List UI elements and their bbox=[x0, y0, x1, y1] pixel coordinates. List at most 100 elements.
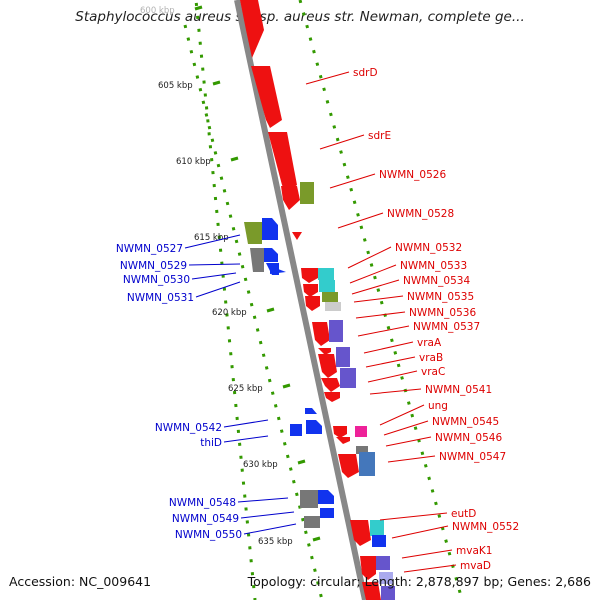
reverse-label-leader bbox=[188, 263, 241, 266]
forward-gene-label: NWMN_0536 bbox=[409, 307, 476, 319]
reverse-gene-label: NWMN_0529 bbox=[120, 260, 187, 272]
tick-marks: 600 kbp 605 kbp 610 kbp 615 kbp 620 kbp 625 k… bbox=[140, 0, 464, 600]
forward-gene-label: NWMN_0532 bbox=[395, 242, 462, 254]
gene-labels: sdrD sdrE NWMN_0526 NWMN_0528 NWMN_0532 NWMN_… bbox=[116, 67, 519, 572]
forward-gene-label: NWMN_0534 bbox=[403, 275, 470, 287]
forward-label-leader bbox=[349, 264, 397, 284]
forward-gene-label: NWMN_0535 bbox=[407, 291, 474, 303]
forward-gene-block bbox=[376, 556, 390, 570]
reverse-gene-label: NWMN_0549 bbox=[172, 513, 239, 525]
forward-gene-label: NWMN_0545 bbox=[432, 416, 499, 428]
forward-gene-arrow bbox=[336, 437, 350, 444]
forward-label-leader bbox=[337, 212, 384, 229]
scale-label: 610 kbp bbox=[176, 157, 211, 167]
scale-label: 620 kbp bbox=[212, 308, 247, 318]
forward-label-leader bbox=[387, 455, 436, 463]
reverse-gene-label: NWMN_0550 bbox=[175, 529, 242, 541]
forward-gene-label: NWMN_0537 bbox=[413, 321, 480, 333]
forward-gene-label: mvaK1 bbox=[456, 545, 492, 557]
forward-label-leader bbox=[319, 134, 365, 150]
forward-label-leader bbox=[347, 246, 392, 269]
forward-gene-label: NWMN_0526 bbox=[379, 169, 446, 181]
forward-label-leader bbox=[379, 512, 448, 521]
forward-label-leader bbox=[383, 420, 429, 436]
forward-gene-label: vraB bbox=[419, 352, 443, 364]
forward-label-leader bbox=[403, 564, 457, 573]
forward-gene-label: ung bbox=[428, 400, 448, 412]
forward-gene-arrow bbox=[350, 520, 371, 546]
forward-label-leader bbox=[355, 311, 406, 319]
reverse-gene-arrow bbox=[264, 248, 278, 262]
forward-gene-arrow bbox=[251, 66, 282, 128]
forward-label-leader bbox=[351, 279, 400, 295]
reverse-gene-arrow bbox=[244, 222, 262, 244]
forward-label-leader bbox=[367, 370, 418, 383]
forward-gene-block bbox=[318, 268, 334, 280]
scale-major-tick bbox=[266, 307, 275, 313]
forward-gene-block bbox=[336, 347, 350, 367]
reverse-label-leader bbox=[243, 523, 297, 535]
scale-major-tick bbox=[194, 5, 203, 11]
forward-label-leader bbox=[379, 404, 425, 426]
forward-gene-label: NWMN_0552 bbox=[452, 521, 519, 533]
forward-label-leader bbox=[369, 388, 422, 395]
forward-gene-arrow bbox=[305, 296, 320, 311]
forward-gene-arrow bbox=[318, 354, 337, 378]
forward-gene-arrow bbox=[312, 322, 330, 346]
forward-label-leader bbox=[353, 295, 404, 303]
forward-label-leader bbox=[401, 549, 453, 559]
scale-major-tick bbox=[282, 383, 291, 389]
forward-gene-block bbox=[372, 535, 386, 547]
reverse-gene-label: thiD bbox=[200, 437, 222, 449]
reverse-gene-arrow bbox=[300, 490, 318, 508]
reverse-label-leader bbox=[223, 435, 269, 443]
tick-dot-column bbox=[194, 0, 257, 600]
forward-gene-arrow bbox=[360, 556, 376, 580]
gene-features bbox=[240, 0, 395, 600]
forward-label-leader bbox=[305, 71, 350, 85]
forward-gene-arrow bbox=[268, 132, 297, 193]
forward-label-leader bbox=[357, 325, 410, 337]
reverse-gene-arrow bbox=[290, 424, 302, 436]
forward-gene-label: eutD bbox=[451, 508, 476, 520]
reverse-label-leader bbox=[223, 419, 269, 428]
scale-label: 635 kbp bbox=[258, 537, 293, 547]
forward-gene-label: vraC bbox=[421, 366, 445, 378]
forward-label-leader bbox=[363, 341, 414, 354]
forward-gene-label: NWMN_0528 bbox=[387, 208, 454, 220]
forward-gene-block bbox=[300, 182, 314, 204]
forward-gene-block bbox=[319, 280, 335, 292]
reverse-gene-arrow bbox=[306, 420, 322, 434]
forward-gene-arrow bbox=[321, 378, 340, 392]
reverse-gene-label: NWMN_0548 bbox=[169, 497, 236, 509]
forward-gene-arrow bbox=[318, 348, 331, 355]
forward-gene-label: vraA bbox=[417, 337, 442, 349]
map-title: Staphylococcus aureus subsp. aureus str.… bbox=[75, 9, 525, 25]
reverse-gene-label: NWMN_0531 bbox=[127, 292, 194, 304]
forward-label-leader bbox=[329, 173, 376, 189]
scale-major-tick bbox=[312, 536, 321, 542]
accession-label: Accession: NC_009641 bbox=[9, 574, 152, 589]
forward-gene-arrow bbox=[292, 232, 302, 240]
reverse-label-leader bbox=[195, 281, 241, 298]
scale-label: 615 kbp bbox=[194, 233, 229, 243]
chromosome-backbone bbox=[234, 0, 368, 600]
forward-gene-block bbox=[340, 368, 356, 388]
reverse-gene-label: NWMN_0542 bbox=[155, 422, 222, 434]
reverse-gene-label: NWMN_0527 bbox=[116, 243, 183, 255]
label-leaders bbox=[184, 71, 457, 573]
reverse-gene-arrow bbox=[262, 218, 278, 240]
forward-gene-label: NWMN_0547 bbox=[439, 451, 506, 463]
forward-gene-label: sdrE bbox=[368, 130, 391, 142]
reverse-gene-arrow bbox=[304, 516, 320, 528]
scale-label: 625 kbp bbox=[228, 384, 263, 394]
reverse-label-leader bbox=[240, 511, 295, 519]
forward-gene-arrow bbox=[301, 268, 318, 283]
reverse-gene-arrow bbox=[270, 266, 286, 274]
forward-gene-label: NWMN_0546 bbox=[435, 432, 502, 444]
scale-label: 600 kbp bbox=[140, 6, 175, 16]
scale-label: 630 kbp bbox=[243, 460, 278, 470]
forward-gene-arrow bbox=[324, 392, 340, 402]
reverse-gene-arrow bbox=[305, 408, 317, 414]
